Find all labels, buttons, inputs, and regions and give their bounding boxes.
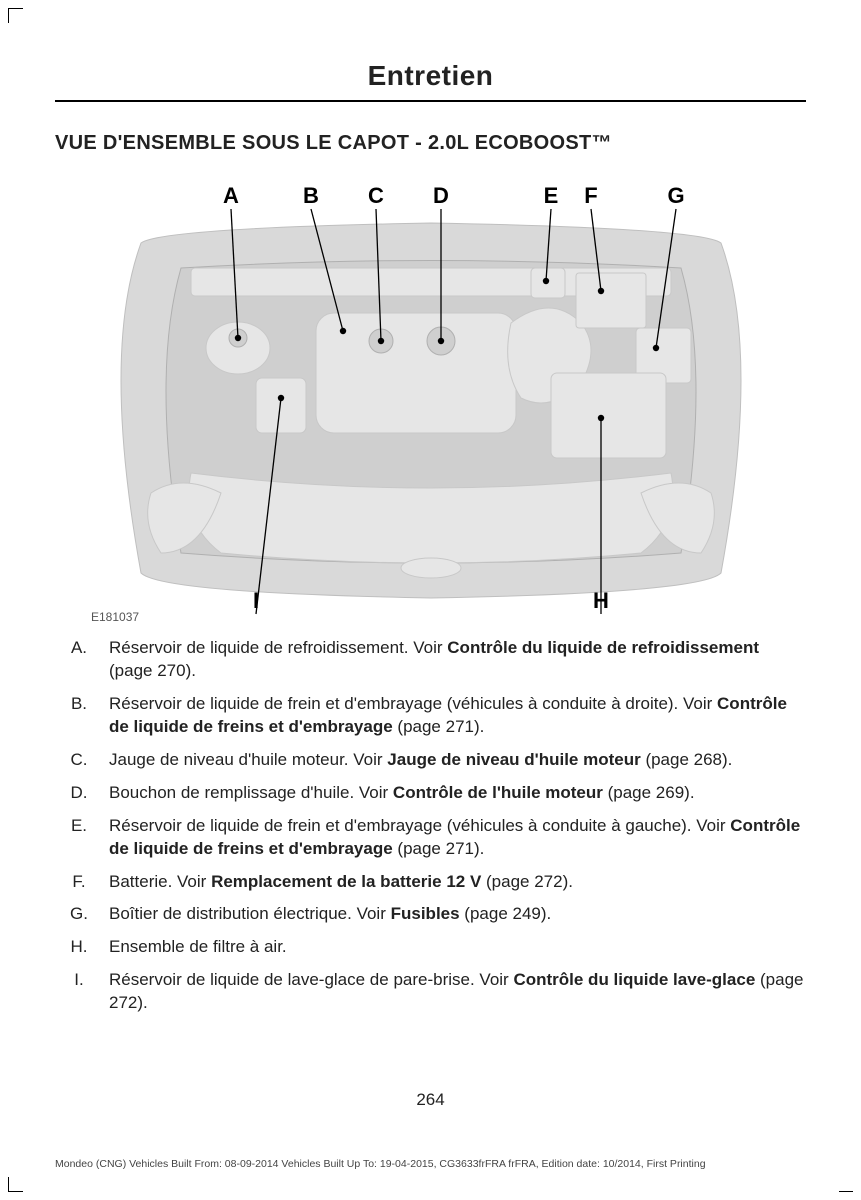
callout-letter: D <box>433 183 449 208</box>
legend-text: Boîtier de distribution électrique. Voir… <box>109 903 806 926</box>
legend-letter: C. <box>55 749 109 772</box>
crop-mark <box>8 1177 23 1192</box>
legend-row: H.Ensemble de filtre à air. <box>55 936 806 959</box>
legend-list: A.Réservoir de liquide de refroidissemen… <box>55 637 806 1015</box>
legend-plain-text: Réservoir de liquide de refroidissement.… <box>109 638 447 657</box>
legend-text: Batterie. Voir Remplacement de la batter… <box>109 871 806 894</box>
legend-plain-text: (page 268). <box>641 750 733 769</box>
callout-tip <box>597 415 603 421</box>
legend-plain-text: (page 272). <box>481 872 573 891</box>
legend-text: Réservoir de liquide de refroidissement.… <box>109 637 806 683</box>
diagram-image-code: E181037 <box>91 610 139 623</box>
chapter-title: Entretien <box>55 60 806 92</box>
engine-illustration <box>121 223 741 598</box>
legend-plain-text: Jauge de niveau d'huile moteur. Voir <box>109 750 387 769</box>
callout-tip <box>234 335 240 341</box>
legend-row: D.Bouchon de remplissage d'huile. Voir C… <box>55 782 806 805</box>
legend-letter: I. <box>55 969 109 992</box>
legend-plain-text: Réservoir de liquide de frein et d'embra… <box>109 816 730 835</box>
legend-link-text: Contrôle de l'huile moteur <box>393 783 603 802</box>
page: Entretien VUE D'ENSEMBLE SOUS LE CAPOT -… <box>0 0 861 1200</box>
legend-text: Bouchon de remplissage d'huile. Voir Con… <box>109 782 806 805</box>
legend-text: Jauge de niveau d'huile moteur. Voir Jau… <box>109 749 806 772</box>
callout-letter: F <box>584 183 597 208</box>
section-heading: VUE D'ENSEMBLE SOUS LE CAPOT - 2.0L ECOB… <box>55 132 806 155</box>
callout-tip <box>277 395 283 401</box>
callout-tip <box>377 338 383 344</box>
legend-link-text: Fusibles <box>391 904 460 923</box>
crop-mark <box>839 1177 853 1192</box>
legend-text: Réservoir de liquide de frein et d'embra… <box>109 815 806 861</box>
engine-diagram: A B C D E F G H I E181037 <box>81 173 781 623</box>
callout-letter: C <box>368 183 384 208</box>
legend-plain-text: Réservoir de liquide de lave-glace de pa… <box>109 970 513 989</box>
callout-letter: G <box>667 183 684 208</box>
callout-letter: H <box>593 588 609 613</box>
legend-letter: H. <box>55 936 109 959</box>
callout-letter: A <box>223 183 239 208</box>
legend-plain-text: (page 249). <box>460 904 552 923</box>
callout-tip <box>437 338 443 344</box>
legend-link-text: Contrôle du liquide lave-glace <box>513 970 755 989</box>
legend-letter: D. <box>55 782 109 805</box>
callout-letter: B <box>303 183 319 208</box>
legend-row: G.Boîtier de distribution électrique. Vo… <box>55 903 806 926</box>
callout-tip <box>597 288 603 294</box>
legend-row: C.Jauge de niveau d'huile moteur. Voir J… <box>55 749 806 772</box>
legend-plain-text: Boîtier de distribution électrique. Voir <box>109 904 391 923</box>
legend-text: Réservoir de liquide de frein et d'embra… <box>109 693 806 739</box>
legend-plain-text: Réservoir de liquide de frein et d'embra… <box>109 694 717 713</box>
page-number: 264 <box>0 1090 861 1110</box>
legend-plain-text: Batterie. Voir <box>109 872 211 891</box>
callout-tip <box>339 328 345 334</box>
title-rule <box>55 100 806 102</box>
legend-letter: A. <box>55 637 109 660</box>
callout-tip <box>542 278 548 284</box>
callout-letter: E <box>543 183 558 208</box>
legend-plain-text: (page 271). <box>393 839 485 858</box>
legend-letter: B. <box>55 693 109 716</box>
legend-link-text: Remplacement de la batterie 12 V <box>211 872 481 891</box>
legend-text: Réservoir de liquide de lave-glace de pa… <box>109 969 806 1015</box>
legend-text: Ensemble de filtre à air. <box>109 936 806 959</box>
legend-row: I.Réservoir de liquide de lave-glace de … <box>55 969 806 1015</box>
callout-tip <box>652 345 658 351</box>
legend-row: B.Réservoir de liquide de frein et d'emb… <box>55 693 806 739</box>
legend-row: A.Réservoir de liquide de refroidissemen… <box>55 637 806 683</box>
legend-link-text: Jauge de niveau d'huile moteur <box>387 750 640 769</box>
legend-plain-text: (page 271). <box>393 717 485 736</box>
legend-plain-text: (page 270). <box>109 661 196 680</box>
legend-plain-text: (page 269). <box>603 783 695 802</box>
callout-letter: I <box>252 588 258 613</box>
legend-letter: G. <box>55 903 109 926</box>
legend-row: E.Réservoir de liquide de frein et d'emb… <box>55 815 806 861</box>
legend-letter: E. <box>55 815 109 838</box>
legend-plain-text: Ensemble de filtre à air. <box>109 937 287 956</box>
legend-link-text: Contrôle du liquide de refroidissement <box>447 638 759 657</box>
legend-letter: F. <box>55 871 109 894</box>
crop-mark <box>8 8 23 23</box>
legend-row: F.Batterie. Voir Remplacement de la batt… <box>55 871 806 894</box>
legend-plain-text: Bouchon de remplissage d'huile. Voir <box>109 783 393 802</box>
engine-diagram-container: A B C D E F G H I E181037 <box>55 173 806 623</box>
footer-meta: Mondeo (CNG) Vehicles Built From: 08-09-… <box>55 1158 806 1170</box>
